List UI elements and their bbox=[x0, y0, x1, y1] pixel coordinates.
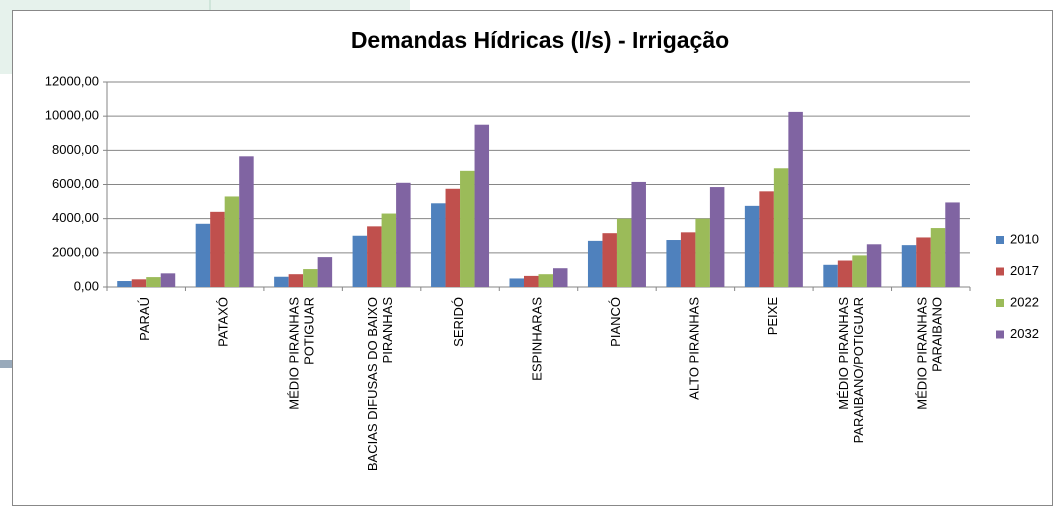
x-tick-label: SERIDÓ bbox=[451, 297, 466, 347]
x-tick-label: MÉDIO PIRANHASPARAIBANO bbox=[915, 297, 945, 410]
x-tick-label: BACIAS DIFUSAS DO BAIXOPIRANHAS bbox=[366, 297, 396, 471]
label-line: SERIDÓ bbox=[451, 297, 466, 347]
x-tick-label: MÉDIO PIRANHASPARAIBANO/POTIGUAR bbox=[836, 297, 866, 444]
bar bbox=[866, 244, 882, 287]
label-line: PARAÚ bbox=[138, 297, 153, 341]
label-line: PIANCÓ bbox=[608, 297, 623, 347]
bar bbox=[631, 181, 646, 287]
label-line: POTIGUAR bbox=[302, 297, 317, 365]
y-tick-label: 0,00 bbox=[74, 278, 99, 293]
bar bbox=[396, 182, 411, 287]
bar bbox=[131, 279, 147, 287]
bar bbox=[788, 111, 803, 287]
x-tick-label: PEIXE bbox=[765, 297, 780, 336]
bar bbox=[759, 191, 774, 287]
bar bbox=[431, 203, 446, 287]
bar bbox=[367, 226, 382, 287]
label-line: MÉDIO PIRANHAS bbox=[287, 297, 302, 410]
bar bbox=[666, 240, 681, 287]
bar bbox=[553, 268, 568, 287]
label-line: PIRANHAS bbox=[381, 297, 396, 364]
background-cells bbox=[0, 14, 14, 74]
x-tick-label: PATAXÓ bbox=[216, 297, 231, 347]
legend-label: 2022 bbox=[1010, 294, 1039, 309]
bar bbox=[445, 188, 461, 287]
legend-label: 2017 bbox=[1010, 263, 1039, 278]
label-line: PEIXE bbox=[765, 297, 780, 336]
bar bbox=[852, 255, 867, 287]
bar bbox=[709, 187, 725, 287]
label-line: PARAIBANO/POTIGUAR bbox=[851, 297, 866, 443]
bar bbox=[616, 218, 632, 287]
chart-title: Demandas Hídricas (l/s) - Irrigação bbox=[351, 27, 729, 53]
bar bbox=[837, 260, 853, 287]
label-line: ALTO PIRANHAS bbox=[687, 297, 702, 400]
bar bbox=[210, 211, 225, 287]
y-tick-label: 6000,00 bbox=[52, 176, 99, 191]
label-line: MÉDIO PIRANHAS bbox=[836, 297, 851, 410]
x-tick-label: PIANCÓ bbox=[608, 297, 623, 347]
x-tick-label: ALTO PIRANHAS bbox=[687, 297, 702, 400]
x-tick-label: ESPINHARAS bbox=[530, 297, 545, 381]
y-tick-label: 2000,00 bbox=[52, 244, 99, 259]
y-tick-label: 10000,00 bbox=[45, 108, 99, 123]
bar bbox=[744, 205, 760, 287]
bar bbox=[695, 218, 710, 287]
bar bbox=[901, 245, 917, 287]
bar bbox=[773, 168, 789, 287]
bar bbox=[509, 278, 524, 287]
bar bbox=[460, 170, 475, 287]
bar bbox=[224, 196, 240, 287]
bar bbox=[288, 274, 304, 287]
bar bbox=[602, 233, 617, 287]
legend-swatch bbox=[996, 267, 1004, 276]
label-line: PATAXÓ bbox=[216, 297, 231, 347]
legend-label: 2032 bbox=[1010, 326, 1039, 341]
chart-frame bbox=[12, 10, 1053, 506]
x-tick-label: MÉDIO PIRANHASPOTIGUAR bbox=[287, 297, 317, 410]
label-line: PARAIBANO bbox=[930, 297, 945, 372]
bar bbox=[317, 257, 333, 287]
bar bbox=[538, 274, 553, 287]
bar bbox=[381, 213, 397, 287]
bar bbox=[945, 202, 960, 287]
bar bbox=[930, 228, 946, 287]
background-marker bbox=[0, 360, 12, 368]
label-line: MÉDIO PIRANHAS bbox=[915, 297, 930, 410]
bar bbox=[587, 240, 603, 287]
bar bbox=[239, 156, 254, 287]
x-tick-label: PARAÚ bbox=[138, 297, 153, 341]
bar bbox=[160, 273, 176, 287]
bar bbox=[195, 223, 211, 287]
legend-swatch bbox=[996, 236, 1004, 244]
bar bbox=[117, 281, 132, 287]
bar bbox=[823, 264, 838, 287]
bar bbox=[146, 277, 161, 287]
label-line: BACIAS DIFUSAS DO BAIXO bbox=[366, 297, 381, 471]
bar bbox=[274, 276, 289, 287]
label-line: ESPINHARAS bbox=[530, 297, 545, 381]
bar bbox=[680, 232, 696, 287]
bar bbox=[352, 235, 368, 287]
legend-label: 2010 bbox=[1010, 231, 1039, 246]
y-tick-label: 8000,00 bbox=[52, 142, 99, 157]
legend-swatch bbox=[996, 299, 1004, 307]
y-tick-label: 4000,00 bbox=[52, 210, 99, 225]
bar bbox=[303, 269, 318, 287]
y-tick-label: 12000,00 bbox=[45, 73, 99, 88]
bar bbox=[524, 275, 539, 287]
bar bbox=[474, 124, 490, 287]
bar bbox=[916, 237, 931, 287]
legend-swatch bbox=[996, 330, 1004, 339]
